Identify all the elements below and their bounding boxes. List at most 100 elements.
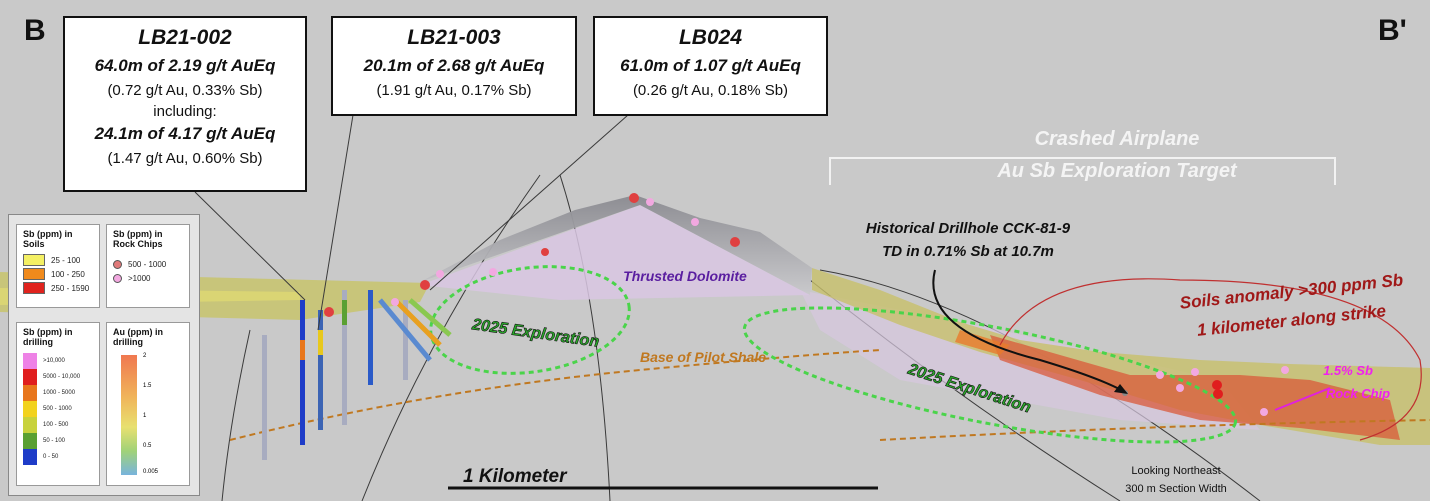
rock-chip-sample <box>730 237 740 247</box>
legend-drill-sb-title-2: drilling <box>23 337 53 347</box>
exploration-ellipse-right <box>742 306 1238 444</box>
swatch-icon <box>23 385 37 401</box>
drillhole-interval <box>318 330 323 355</box>
callout-detail: (0.26 g/t Au, 0.18% Sb) <box>632 82 789 99</box>
callout-hole-id: LB024 <box>678 26 743 49</box>
callout-hole-id: LB21-003 <box>407 26 501 49</box>
rock-chip-line-2: Rock Chip <box>1326 386 1390 401</box>
legend-rock-item: 500 - 1000 <box>113 257 185 271</box>
rock-chip-sample <box>1260 408 1268 416</box>
rock-chip-samples <box>324 193 1289 416</box>
thrusted-dolomite-label: Thrusted Dolomite <box>623 268 747 284</box>
legend-soils-title-1: Sb (ppm) in <box>23 229 73 239</box>
soil-orange-zone <box>955 330 1010 355</box>
rock-chip-sample <box>391 298 399 306</box>
legend-soils-title-2: Soils <box>23 239 45 249</box>
legend-rock-item: >1000 <box>113 271 185 285</box>
drillholes <box>262 290 452 460</box>
swatch-icon <box>23 268 45 280</box>
shale-line-right <box>879 419 1430 441</box>
legend-drill-sb-item: >10,000 <box>23 353 95 369</box>
historical-line-2: TD in 0.71% Sb at 10.7m <box>882 243 1054 260</box>
au-tick: 0.005 <box>143 469 159 475</box>
legend-drill-sb-title-1: Sb (ppm) in <box>23 327 73 337</box>
au-tick: 2 <box>143 353 147 359</box>
legend-drill-sb: Sb (ppm) in drilling >10,000 5000 - 10,0… <box>16 322 100 486</box>
drillhole-trace <box>393 298 442 347</box>
legend-drill-sb-item: 0 - 50 <box>23 449 95 465</box>
thrusted-dolomite-unit <box>420 205 810 300</box>
base-of-pilot-shale-line <box>229 349 881 441</box>
callout-detail: (1.91 g/t Au, 0.17% Sb) <box>376 82 532 99</box>
legend-rock-chips: Sb (ppm) in Rock Chips 500 - 1000 >1000 <box>106 224 190 308</box>
legend-drill-sb-item: 5000 - 10,000 <box>23 369 95 385</box>
rock-chip-sample <box>1191 368 1199 376</box>
legend-drill-au: Au (ppm) in drilling 2 1.5 1 0.5 0.005 <box>106 322 190 486</box>
swatch-icon <box>23 282 45 294</box>
callout-highlight: 61.0m of 1.07 g/t AuEq <box>620 56 801 75</box>
drillhole-trace <box>368 290 373 385</box>
rock-chip-sample <box>1212 380 1222 390</box>
rock-chip-sample <box>489 268 497 276</box>
soil-anomaly-outline <box>999 278 1422 441</box>
legend-drill-sb-item: 500 - 1000 <box>23 401 95 417</box>
callout-including: including: <box>153 103 217 120</box>
dot-icon <box>113 273 122 283</box>
rock-chip-sample <box>629 193 639 203</box>
au-tick: 0.5 <box>143 443 152 449</box>
rock-chip-sample <box>1213 389 1223 399</box>
legend-drill-sb-item: 1000 - 5000 <box>23 385 95 401</box>
section-end-label: B' <box>1378 14 1407 47</box>
target-bracket <box>829 157 1336 185</box>
scale-bar-label: 1 Kilometer <box>463 466 568 487</box>
au-tick: 1 <box>143 413 147 419</box>
swatch-icon <box>23 369 37 385</box>
rock-chip-line-1: 1.5% Sb <box>1323 363 1373 378</box>
legend-soils-item: 100 - 250 <box>23 267 95 281</box>
callout-lb21-002: LB21-002 64.0m of 2.19 g/t AuEq (0.72 g/… <box>63 16 307 192</box>
legend-soils-item: 25 - 100 <box>23 253 95 267</box>
drillhole-trace <box>262 335 267 460</box>
historical-drillhole-arrow <box>932 269 1126 393</box>
callout-detail: (0.72 g/t Au, 0.33% Sb) <box>107 82 263 99</box>
legend-drill-au-title-1: Au (ppm) in <box>113 327 163 337</box>
rock-chip-sample <box>1176 384 1184 392</box>
rock-chip-sample <box>1281 366 1289 374</box>
rock-chip-sample <box>420 280 430 290</box>
view-line-2: 300 m Section Width <box>1125 483 1227 495</box>
rock-chip-sample <box>541 248 549 256</box>
legend-soils-item: 250 - 1590 <box>23 281 95 295</box>
view-line-1: Looking Northeast <box>1131 465 1220 477</box>
rock-chip-sample <box>691 218 699 226</box>
target-line-2: Au Sb Exploration Target <box>996 160 1238 182</box>
callout-hole-id: LB21-002 <box>138 26 232 49</box>
drillhole-trace <box>408 298 452 337</box>
drillhole-trace <box>403 300 408 380</box>
drillhole-trace <box>342 290 347 425</box>
swatch-icon <box>23 254 45 266</box>
target-line-1: Crashed Airplane <box>1035 128 1200 150</box>
arrow-head <box>1114 384 1128 394</box>
swatch-icon <box>23 401 37 417</box>
rock-chip-sample <box>436 270 444 278</box>
drillhole-trace <box>300 300 305 445</box>
swatch-icon <box>23 433 37 449</box>
drillhole-trace <box>318 310 323 430</box>
dot-icon <box>113 259 122 269</box>
callout-sub-detail: (1.47 g/t Au, 0.60% Sb) <box>107 150 263 167</box>
drillhole-interval <box>342 300 347 325</box>
legend-drill-au-title-2: drilling <box>113 337 143 347</box>
callout-lb024: LB024 61.0m of 1.07 g/t AuEq (0.26 g/t A… <box>593 16 828 116</box>
rock-chip-sample <box>324 307 334 317</box>
au-color-ramp <box>121 355 137 475</box>
rock-chip-sample <box>646 198 654 206</box>
rock-chip-pointer <box>1274 387 1331 411</box>
legend-drill-sb-item: 50 - 100 <box>23 433 95 449</box>
section-start-label: B <box>24 14 46 47</box>
pilot-shale-label: Base of Pilot Shale <box>640 349 766 365</box>
historical-line-1: Historical Drillhole CCK-81-9 <box>866 220 1071 237</box>
swatch-icon <box>23 449 37 465</box>
drillhole-interval <box>300 340 305 360</box>
drillhole-trace <box>378 298 432 362</box>
